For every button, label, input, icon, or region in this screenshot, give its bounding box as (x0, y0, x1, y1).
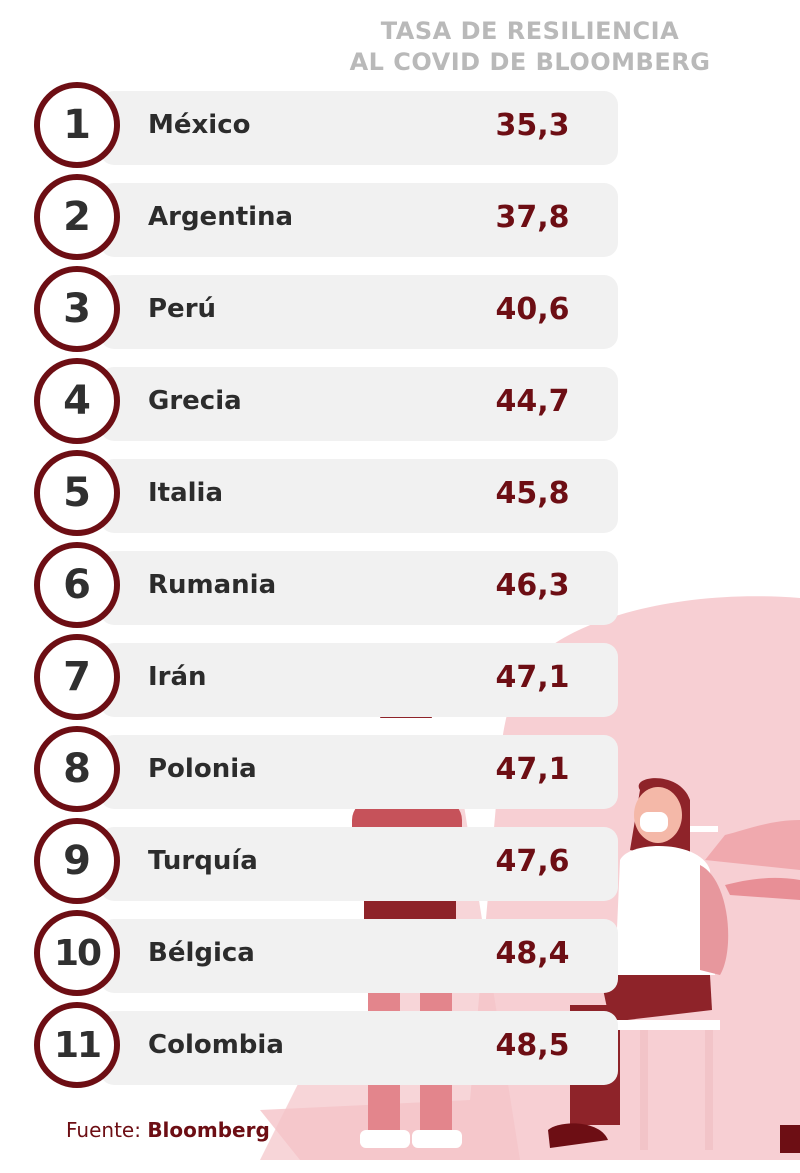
rank-badge: 3 (34, 266, 120, 352)
row-bar (100, 643, 618, 717)
rank-badge: 9 (34, 818, 120, 904)
rank-badge: 6 (34, 542, 120, 628)
table-row: 4 Grecia 44,7 (0, 358, 800, 444)
row-bar (100, 183, 618, 257)
table-row: 11 Colombia 48,5 (0, 1002, 800, 1088)
resilience-value: 35,3 (495, 108, 570, 143)
rank-badge: 2 (34, 174, 120, 260)
chart-title: TASA DE RESILIENCIA AL COVID DE BLOOMBER… (340, 16, 720, 78)
row-bar (100, 367, 618, 441)
rank-badge: 11 (34, 1002, 120, 1088)
row-bar (100, 1011, 618, 1085)
country-label: Perú (148, 294, 217, 324)
row-bar (100, 735, 618, 809)
resilience-value: 48,4 (495, 936, 570, 971)
table-row: 5 Italia 45,8 (0, 450, 800, 536)
country-label: Rumania (148, 570, 277, 600)
table-row: 3 Perú 40,6 (0, 266, 800, 352)
table-row: 7 Irán 47,1 (0, 634, 800, 720)
country-label: Italia (148, 478, 224, 508)
country-label: Polonia (148, 754, 257, 784)
resilience-value: 46,3 (495, 568, 570, 603)
row-bar (100, 91, 618, 165)
resilience-value: 44,7 (495, 384, 570, 419)
source-name: Bloomberg (147, 1118, 270, 1142)
title-line-1: TASA DE RESILIENCIA (380, 17, 680, 45)
row-bar (100, 919, 618, 993)
row-bar (100, 827, 618, 901)
row-bar (100, 275, 618, 349)
country-label: México (148, 110, 251, 140)
table-row: 9 Turquía 47,6 (0, 818, 800, 904)
rank-badge: 7 (34, 634, 120, 720)
table-row: 6 Rumania 46,3 (0, 542, 800, 628)
resilience-value: 48,5 (495, 1028, 570, 1063)
resilience-value: 40,6 (495, 292, 570, 327)
rank-badge: 10 (34, 910, 120, 996)
country-label: Grecia (148, 386, 242, 416)
country-label: Bélgica (148, 938, 255, 968)
rank-badge: 1 (34, 82, 120, 168)
country-label: Irán (148, 662, 207, 692)
table-row: 8 Polonia 47,1 (0, 726, 800, 812)
row-bar (100, 551, 618, 625)
table-row: 1 México 35,3 (0, 82, 800, 168)
source-label: Fuente: (66, 1118, 141, 1142)
source-note: Fuente: Bloomberg (66, 1118, 270, 1142)
resilience-value: 37,8 (495, 200, 570, 235)
country-label: Turquía (148, 846, 258, 876)
table-row: 2 Argentina 37,8 (0, 174, 800, 260)
resilience-value: 47,1 (495, 660, 570, 695)
rank-badge: 8 (34, 726, 120, 812)
resilience-value: 45,8 (495, 476, 570, 511)
country-label: Argentina (148, 202, 294, 232)
table-row: 10 Bélgica 48,4 (0, 910, 800, 996)
resilience-value: 47,1 (495, 752, 570, 787)
country-label: Colombia (148, 1030, 284, 1060)
resilience-value: 47,6 (495, 844, 570, 879)
rank-badge: 4 (34, 358, 120, 444)
title-line-2: AL COVID DE BLOOMBERG (349, 48, 711, 76)
row-bar (100, 459, 618, 533)
rank-badge: 5 (34, 450, 120, 536)
